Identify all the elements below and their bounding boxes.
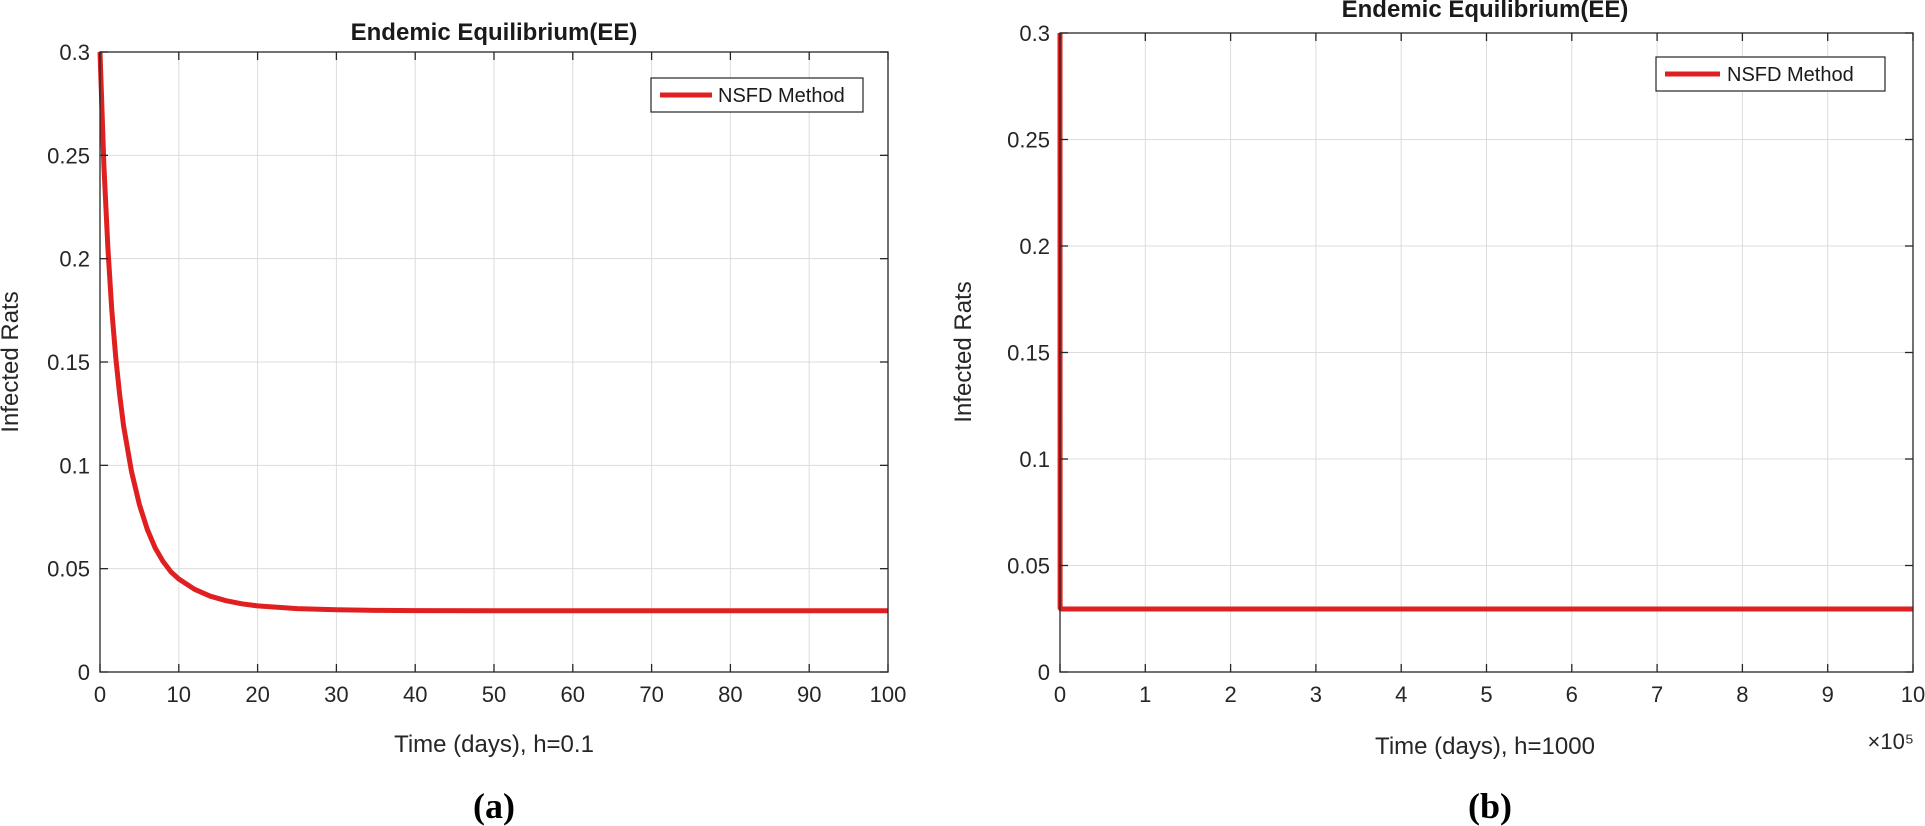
x-tick-label: 60 bbox=[561, 682, 585, 707]
y-tick-label: 0.2 bbox=[59, 247, 90, 272]
y-tick-label: 0.15 bbox=[1007, 341, 1050, 366]
chart-panel-b: Endemic Equilibrium(EE) 0 1 2 3 4 5 6 7 8 9 10 0 0.0… bbox=[950, 0, 1925, 826]
ticks: 0 10 20 30 40 50 60 70 80 90 100 0 0.05 0.1 0.15 0.2 0.2… bbox=[47, 40, 906, 707]
x-axis-label: Time (days), h=1000 bbox=[1375, 733, 1595, 760]
x-tick-label: 40 bbox=[403, 682, 427, 707]
x-tick-label: 70 bbox=[639, 682, 663, 707]
legend: NSFD Method bbox=[1655, 56, 1886, 92]
x-tick-label: 7 bbox=[1651, 682, 1663, 707]
x-tick-label: 20 bbox=[245, 682, 269, 707]
x-tick-label: 4 bbox=[1395, 682, 1407, 707]
x-tick-label: 0 bbox=[94, 682, 106, 707]
legend-label: NSFD Method bbox=[718, 85, 845, 107]
y-axis-label: Infected Rats bbox=[950, 281, 977, 422]
y-tick-label: 0.15 bbox=[47, 350, 90, 375]
x-tick-label: 2 bbox=[1224, 682, 1236, 707]
series-layer bbox=[97, 51, 888, 614]
chart-title: Endemic Equilibrium(EE) bbox=[351, 19, 638, 46]
y-tick-label: 0 bbox=[1038, 660, 1050, 685]
y-axis-label: Infected Rats bbox=[0, 291, 24, 432]
x-tick-label: 50 bbox=[482, 682, 506, 707]
series-line bbox=[97, 51, 888, 614]
y-tick-label: 0.1 bbox=[1019, 447, 1050, 472]
x-tick-label: 0 bbox=[1054, 682, 1066, 707]
y-tick-label: 0.3 bbox=[59, 40, 90, 65]
x-tick-label: 9 bbox=[1822, 682, 1834, 707]
x-tick-label: 30 bbox=[324, 682, 348, 707]
x-tick-label: 100 bbox=[870, 682, 907, 707]
y-tick-label: 0.05 bbox=[47, 557, 90, 582]
x-tick-label: 5 bbox=[1480, 682, 1492, 707]
y-tick-label: 0.25 bbox=[1007, 128, 1050, 153]
x-tick-label: 8 bbox=[1736, 682, 1748, 707]
x-tick-label: 80 bbox=[718, 682, 742, 707]
y-tick-label: 0.3 bbox=[1019, 21, 1050, 46]
y-tick-label: 0.2 bbox=[1019, 234, 1050, 259]
x-tick-label: 10 bbox=[167, 682, 191, 707]
chart-title: Endemic Equilibrium(EE) bbox=[1342, 0, 1629, 23]
x-tick-label: 3 bbox=[1310, 682, 1322, 707]
x-tick-label: 90 bbox=[797, 682, 821, 707]
y-tick-label: 0 bbox=[78, 660, 90, 685]
x-tick-label: 10 bbox=[1901, 682, 1925, 707]
series-layer bbox=[1057, 32, 1913, 612]
panel-label: (b) bbox=[1468, 786, 1512, 826]
legend: NSFD Method bbox=[650, 77, 864, 113]
panel-label: (a) bbox=[473, 786, 515, 826]
x-scale-note: ×10⁵ bbox=[1868, 729, 1914, 754]
x-tick-label: 6 bbox=[1566, 682, 1578, 707]
y-tick-label: 0.1 bbox=[59, 453, 90, 478]
chart-panel-a: Endemic Equilibrium(EE) 0 10 20 30 40 50 60 70 8… bbox=[0, 19, 906, 826]
series-line bbox=[1057, 32, 1913, 612]
ticks: 0 1 2 3 4 5 6 7 8 9 10 0 0.05 0.1 0.15 0.2 0.25 0.3 bbox=[1007, 21, 1925, 707]
x-tick-label: 1 bbox=[1139, 682, 1151, 707]
legend-label: NSFD Method bbox=[1727, 64, 1854, 86]
x-axis-label: Time (days), h=0.1 bbox=[394, 731, 594, 758]
y-tick-label: 0.25 bbox=[47, 143, 90, 168]
y-tick-label: 0.05 bbox=[1007, 554, 1050, 579]
